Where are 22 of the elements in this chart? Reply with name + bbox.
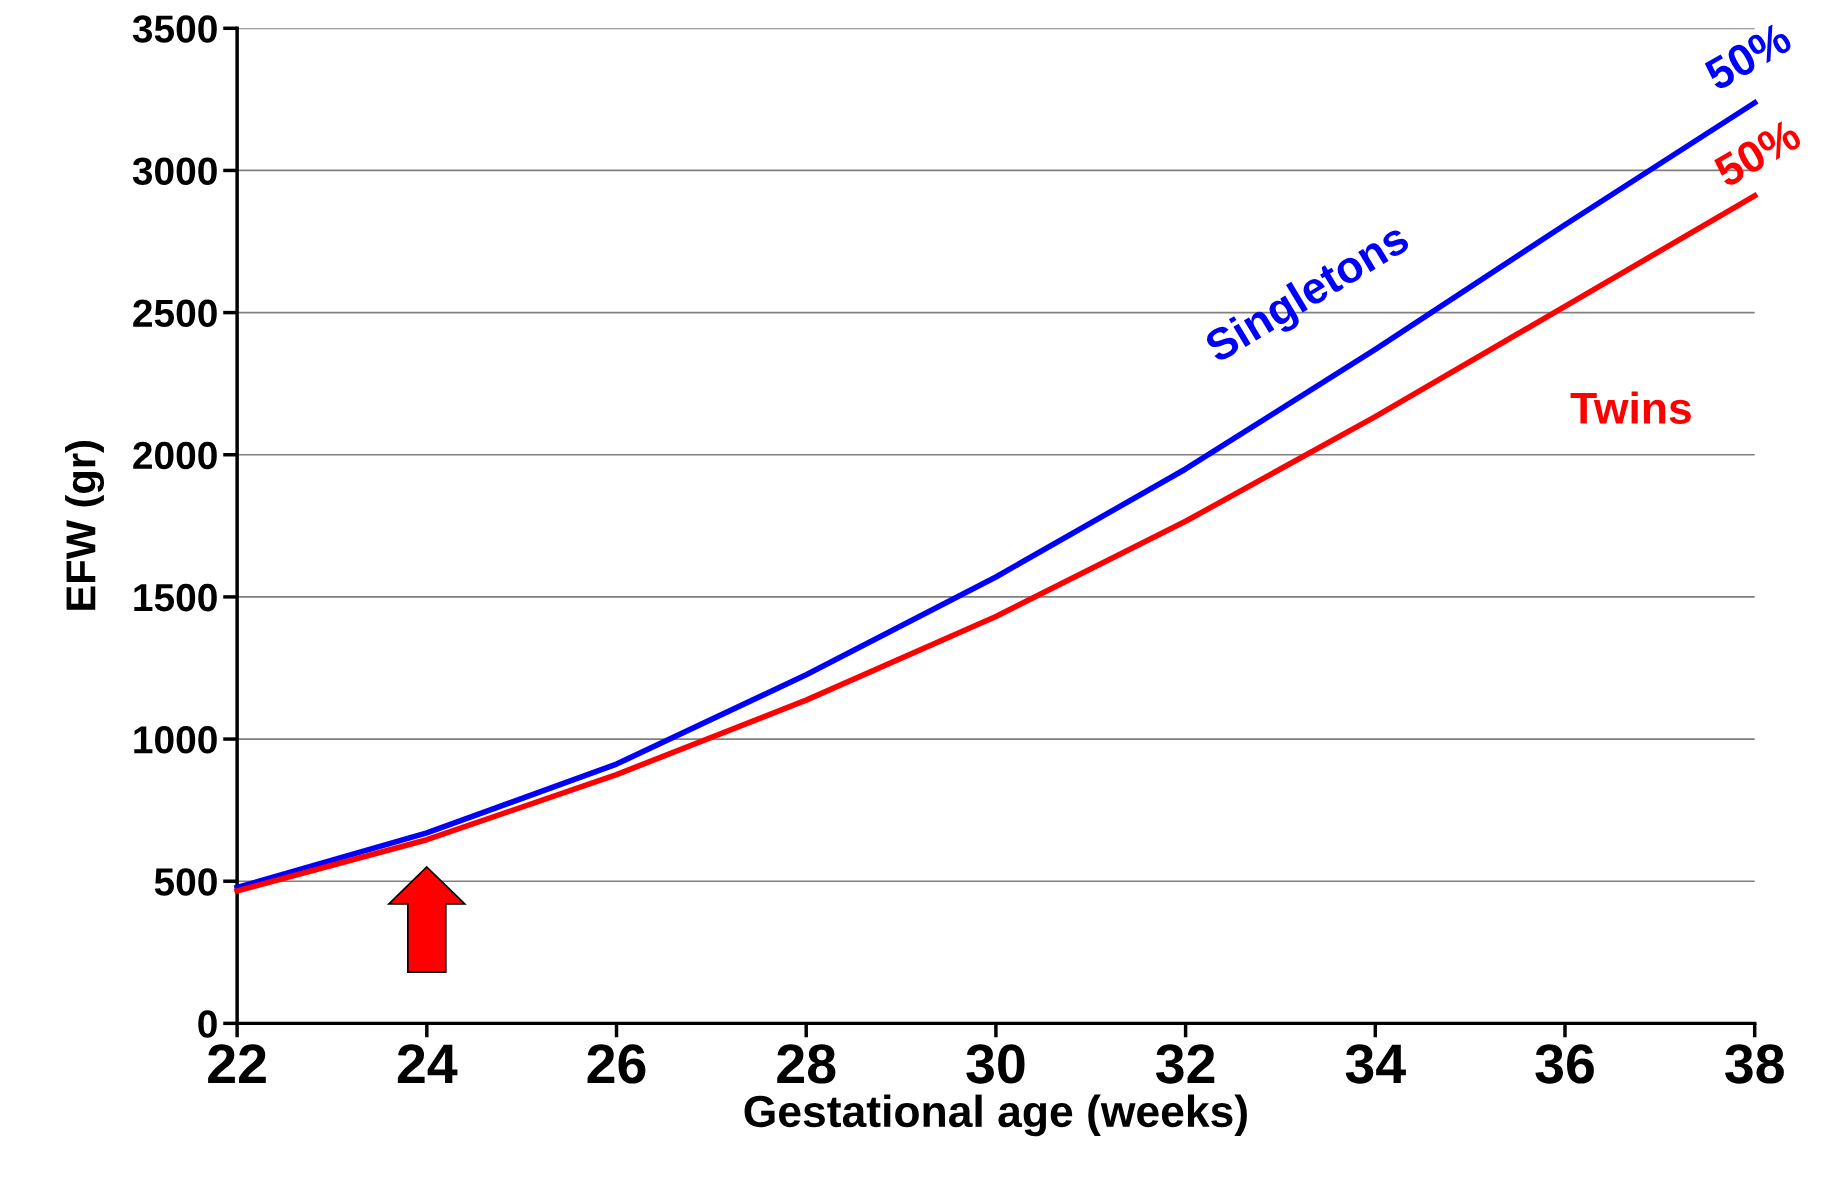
y-tick-label: 0 <box>198 1010 217 1038</box>
x-tick-label: 34 <box>1345 1044 1406 1084</box>
y-axis-title: EFW (gr) <box>65 441 105 610</box>
y-tick-label: 1000 <box>134 726 217 754</box>
x-tick-label: 28 <box>777 1044 836 1084</box>
x-tick-label: 26 <box>587 1044 646 1084</box>
annotation: 50% <box>1702 20 1794 92</box>
y-tick-label: 1500 <box>134 583 217 612</box>
x-axis-title: Gestational age (weeks) <box>744 1094 1247 1137</box>
series-label: Twins <box>1570 391 1691 425</box>
x-tick-label: 36 <box>1535 1044 1594 1084</box>
annotation: 50% <box>1712 117 1803 189</box>
x-tick-label: 32 <box>1155 1044 1215 1084</box>
y-tick-label: 2000 <box>133 441 217 470</box>
y-tick-label: 2500 <box>133 299 217 328</box>
x-tick-label: 30 <box>966 1044 1025 1084</box>
y-tick-label: 3000 <box>132 157 217 185</box>
y-tick-label: 3500 <box>132 15 217 43</box>
x-tick-label: 38 <box>1725 1044 1784 1084</box>
y-tick-label: 500 <box>154 868 217 896</box>
x-tick-label: 24 <box>397 1044 458 1084</box>
x-tick-label: 22 <box>208 1044 266 1084</box>
